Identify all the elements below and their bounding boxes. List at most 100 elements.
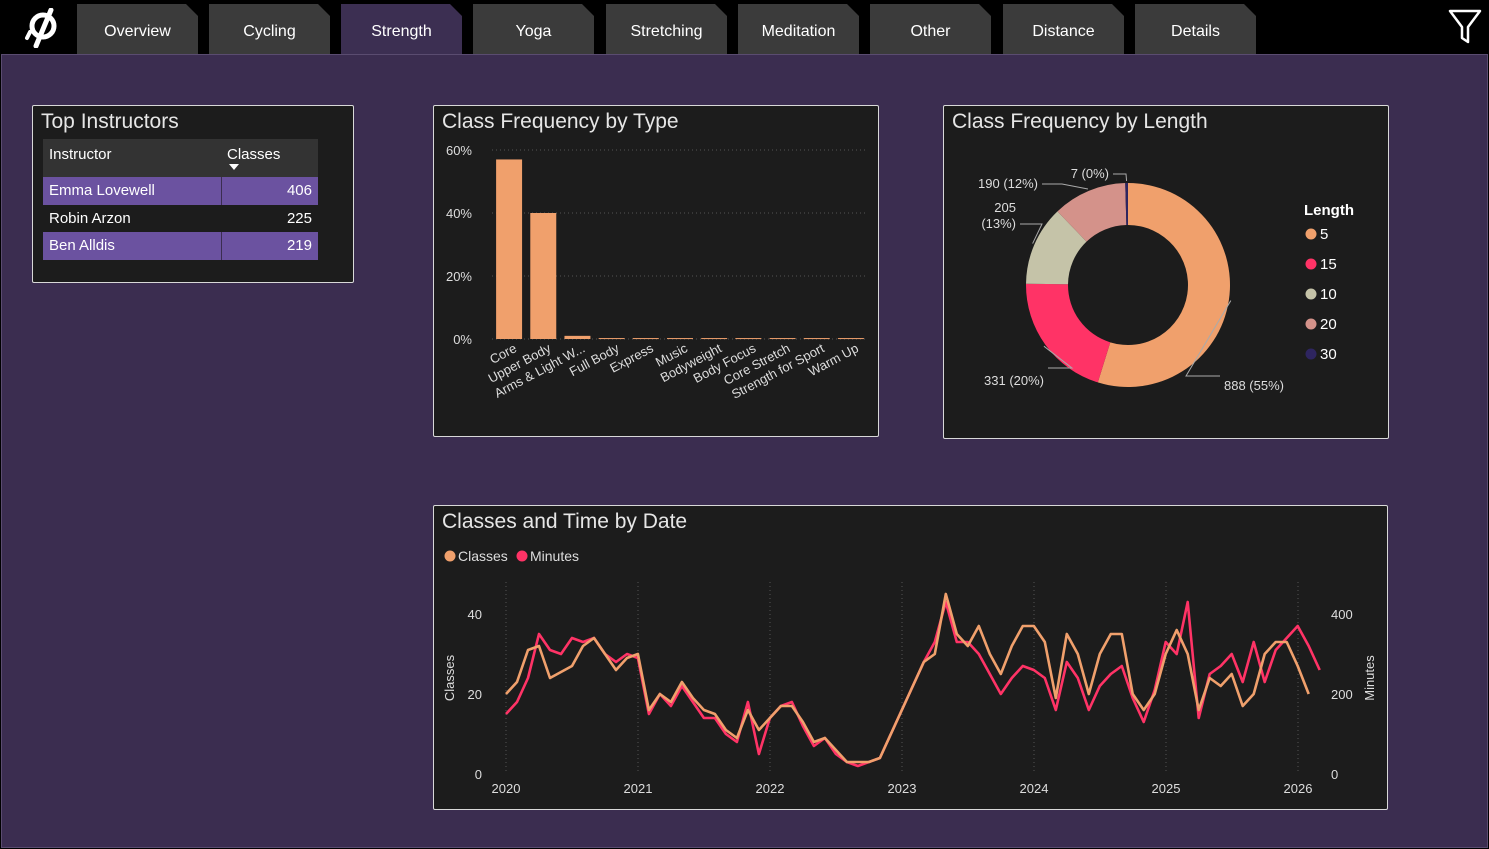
class-frequency-by-length-panel: Class Frequency by Length 888 (55%) 331 (… <box>943 105 1389 439</box>
tab-yoga[interactable]: Yoga <box>473 4 594 54</box>
bar <box>564 335 591 339</box>
donut-chart: 888 (55%)331 (20%)205(13%)190 (12%)7 (0%… <box>978 166 1354 393</box>
legend-label: 10 <box>1320 286 1337 303</box>
legend-label: 20 <box>1320 316 1337 333</box>
instructor-classes: 219 <box>286 237 312 254</box>
donut-slice <box>1057 183 1127 242</box>
y-tick-label: 40% <box>446 206 472 221</box>
legend-label: 5 <box>1320 226 1328 243</box>
bar <box>530 213 557 339</box>
x-tick-label: 2022 <box>756 781 785 796</box>
bar-chart-title: Class Frequency by Type <box>442 110 679 133</box>
y-left-axis-label: Classes <box>442 654 457 701</box>
tab-distance[interactable]: Distance <box>1003 4 1124 54</box>
y-left-tick-label: 0 <box>475 767 482 782</box>
peloton-logo <box>25 8 57 48</box>
x-tick-label: 2025 <box>1152 781 1181 796</box>
table-header: Instructor Classes <box>43 139 318 177</box>
donut-chart-title: Class Frequency by Length <box>952 110 1208 133</box>
legend-label: Minutes <box>530 548 579 564</box>
series-line-minutes <box>505 600 1321 768</box>
table-row[interactable]: Emma Lovewell 406 <box>43 177 318 205</box>
leader-line <box>1043 345 1074 369</box>
y-tick-label: 0% <box>453 332 472 347</box>
column-header-classes[interactable]: Classes <box>227 146 281 163</box>
tab-other[interactable]: Other <box>870 4 991 54</box>
column-header-instructor[interactable]: Instructor <box>49 146 112 163</box>
x-tick-label: 2021 <box>624 781 653 796</box>
tab-strength[interactable]: Strength <box>341 4 462 54</box>
legend-marker <box>444 550 456 562</box>
slice-label: 331 (20%) <box>984 373 1044 388</box>
legend-marker <box>1305 288 1317 300</box>
slice-label: 190 (12%) <box>978 176 1038 191</box>
instructor-classes: 225 <box>286 209 312 227</box>
top-nav-bar: Overview Cycling Strength Yoga Stretching Med… <box>0 0 1489 54</box>
tab-cycling[interactable]: Cycling <box>209 4 330 54</box>
y-right-tick-label: 200 <box>1331 687 1353 702</box>
legend-label: 15 <box>1320 256 1337 273</box>
x-tick-label: 2024 <box>1020 781 1049 796</box>
slice-label: 888 (55%) <box>1224 378 1284 393</box>
bar <box>735 338 762 340</box>
leader-line <box>1042 183 1089 190</box>
line-chart-title: Classes and Time by Date <box>442 510 688 533</box>
donut-slice <box>1125 183 1128 226</box>
legend-marker <box>1305 228 1317 240</box>
y-right-tick-label: 0 <box>1331 767 1338 782</box>
legend-label: 30 <box>1320 346 1337 363</box>
leader-line <box>1113 173 1128 182</box>
report-canvas: Top Instructors Instructor Classes Emma … <box>1 54 1488 848</box>
y-right-tick-label: 400 <box>1331 607 1353 622</box>
bar <box>632 338 659 340</box>
leader-line <box>1020 223 1043 244</box>
top-instructors-title: Top Instructors <box>41 110 179 133</box>
y-left-tick-label: 20 <box>468 687 482 702</box>
donut-slice <box>1097 183 1230 388</box>
bar <box>837 338 864 340</box>
instructor-name: Emma Lovewell <box>49 182 155 199</box>
bar <box>598 338 625 340</box>
instructor-name: Robin Arzon <box>49 209 131 227</box>
x-tick-label: 2023 <box>888 781 917 796</box>
legend-marker <box>516 550 528 562</box>
donut-slice <box>1026 211 1087 285</box>
x-tick-label: 2020 <box>492 781 521 796</box>
legend-marker <box>1305 258 1317 270</box>
legend-label: Classes <box>458 548 508 564</box>
tab-overview[interactable]: Overview <box>77 4 198 54</box>
class-frequency-by-type-panel: Class Frequency by Type 0% 20% 40% 60% Core U… <box>433 105 879 437</box>
x-tick-label: 2026 <box>1284 781 1313 796</box>
bar <box>667 338 693 340</box>
instructor-classes: 406 <box>286 182 312 199</box>
leader-line <box>1185 300 1232 377</box>
legend-title: Length <box>1304 202 1354 219</box>
y-tick-label: 20% <box>446 269 472 284</box>
tab-stretching[interactable]: Stretching <box>606 4 727 54</box>
column-divider <box>221 232 222 260</box>
table-row[interactable]: Robin Arzon 225 <box>43 205 318 233</box>
bar <box>769 338 796 340</box>
line-chart: Classes Minutes 2020 2021 2022 2023 2024 2025 20… <box>442 548 1377 796</box>
series-line-classes <box>505 592 1310 764</box>
instructor-name: Ben Alldis <box>49 237 115 254</box>
filter-icon[interactable] <box>1448 9 1482 45</box>
tab-meditation[interactable]: Meditation <box>738 4 859 54</box>
tab-details[interactable]: Details <box>1135 4 1256 54</box>
y-right-axis-label: Minutes <box>1362 655 1377 701</box>
donut-slice <box>1026 283 1111 383</box>
classes-and-time-panel: Classes and Time by Date Classes Minutes 2… <box>433 505 1388 810</box>
table-row[interactable]: Ben Alldis 219 <box>43 232 318 260</box>
legend-marker <box>1305 348 1317 360</box>
top-instructors-panel: Top Instructors Instructor Classes Emma … <box>32 105 354 283</box>
y-left-tick-label: 40 <box>468 607 482 622</box>
legend-marker <box>1305 318 1317 330</box>
slice-label: (13%) <box>981 216 1016 231</box>
bar <box>701 338 728 340</box>
sort-descending-icon <box>229 164 239 170</box>
bar <box>496 159 523 339</box>
slice-label: 7 (0%) <box>1071 166 1109 181</box>
column-divider <box>221 177 222 205</box>
slice-label: 205 <box>994 200 1016 215</box>
